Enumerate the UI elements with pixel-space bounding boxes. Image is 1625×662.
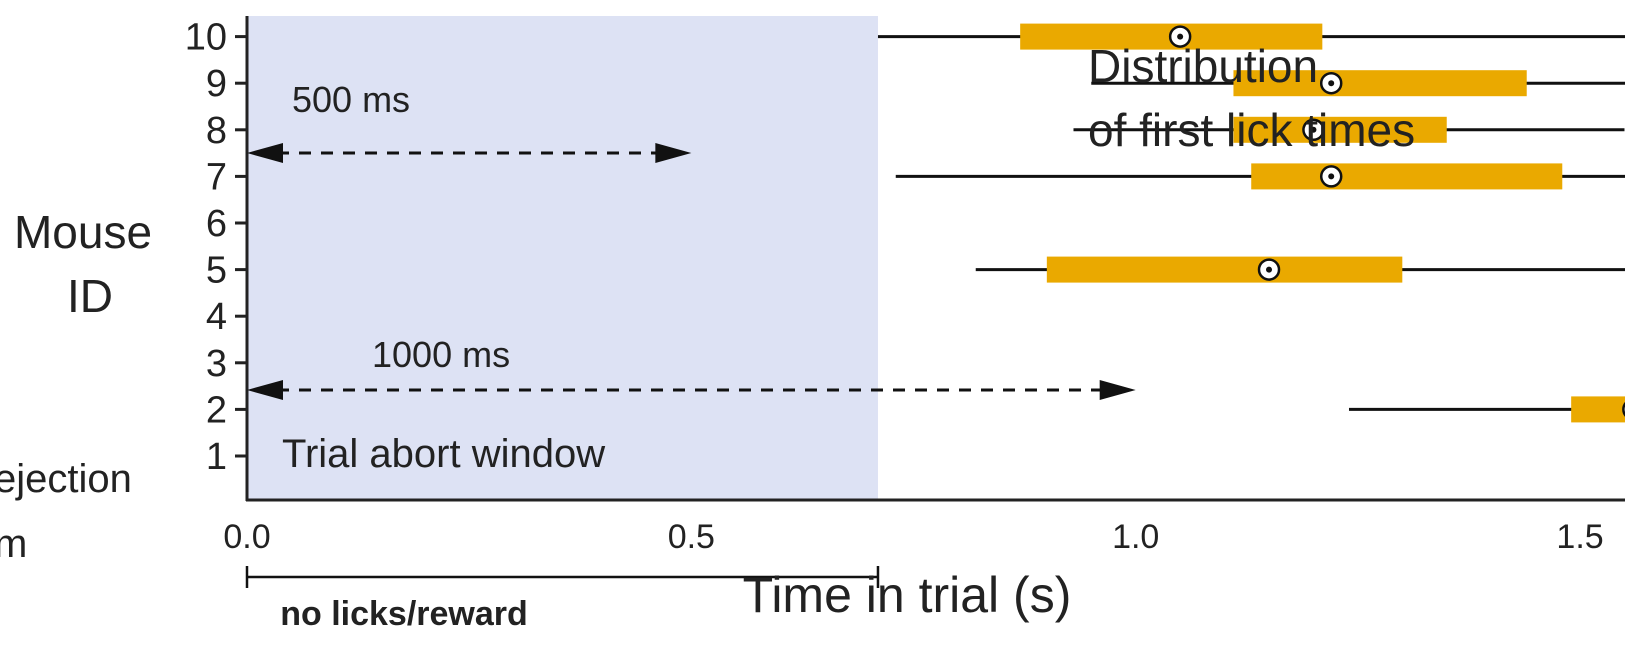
x-tick-label: 1.5 — [1556, 518, 1603, 556]
y-tick-label: 1 — [206, 436, 227, 478]
y-axis-label-line-1: Mouse — [14, 206, 152, 258]
x-tick-label: 0.0 — [223, 518, 270, 556]
iqr-box — [1571, 396, 1625, 423]
trial-abort-window-label: Trial abort window — [282, 432, 605, 476]
x-tick-label: 0.5 — [668, 518, 715, 556]
duration-label: 500 ms — [292, 79, 410, 120]
trial-abort-window-region — [247, 16, 878, 500]
median-dot — [1328, 80, 1335, 87]
iqr-box — [1251, 163, 1563, 190]
median-dot — [1328, 173, 1335, 180]
arrow-head-right — [1099, 380, 1136, 400]
iqr-box — [1046, 256, 1403, 283]
y-tick-label: 7 — [206, 156, 227, 198]
arrow-head-right — [655, 143, 692, 163]
y-tick-label: 9 — [206, 63, 227, 105]
y-tick-label: 6 — [206, 203, 227, 245]
arrow-head-left — [247, 143, 283, 163]
duration-label: 1000 ms — [372, 334, 510, 375]
box-plot-group — [877, 23, 1625, 423]
x-axis-label: Time in trial (s) — [743, 567, 1072, 623]
arrow-head-left — [247, 380, 283, 400]
no-licks-reward-label: no licks/reward — [280, 595, 528, 633]
y-tick-label: 2 — [206, 389, 227, 431]
duration-annotations: 500 ms 1000 ms — [245, 79, 1136, 588]
y-axis-label-line-2: ID — [67, 270, 113, 322]
y-tick-label: 5 — [206, 250, 227, 292]
chart-title-line-2: of first lick times — [1088, 104, 1415, 156]
y-axis-ticks: 1 23 45 6 78 910 — [185, 17, 247, 478]
chart-title-line-1: Distribution — [1088, 40, 1318, 92]
y-tick-label: 3 — [206, 343, 227, 385]
y-tick-label: 8 — [206, 110, 227, 152]
median-dot — [1266, 266, 1273, 273]
y-tick-label: 4 — [206, 296, 227, 338]
iqr-box — [1233, 70, 1527, 97]
cut-off-text-2: m — [0, 522, 27, 566]
median-dot — [1177, 33, 1184, 40]
x-tick-label: 1.0 — [1112, 518, 1159, 556]
x-axis-ticks: 0.00.51.01.52.02.53 — [223, 518, 1603, 556]
median-dot — [1310, 126, 1317, 133]
y-tick-label: 10 — [185, 17, 227, 59]
iqr-box — [1233, 116, 1447, 143]
cut-off-text-1: ejection — [0, 457, 132, 501]
